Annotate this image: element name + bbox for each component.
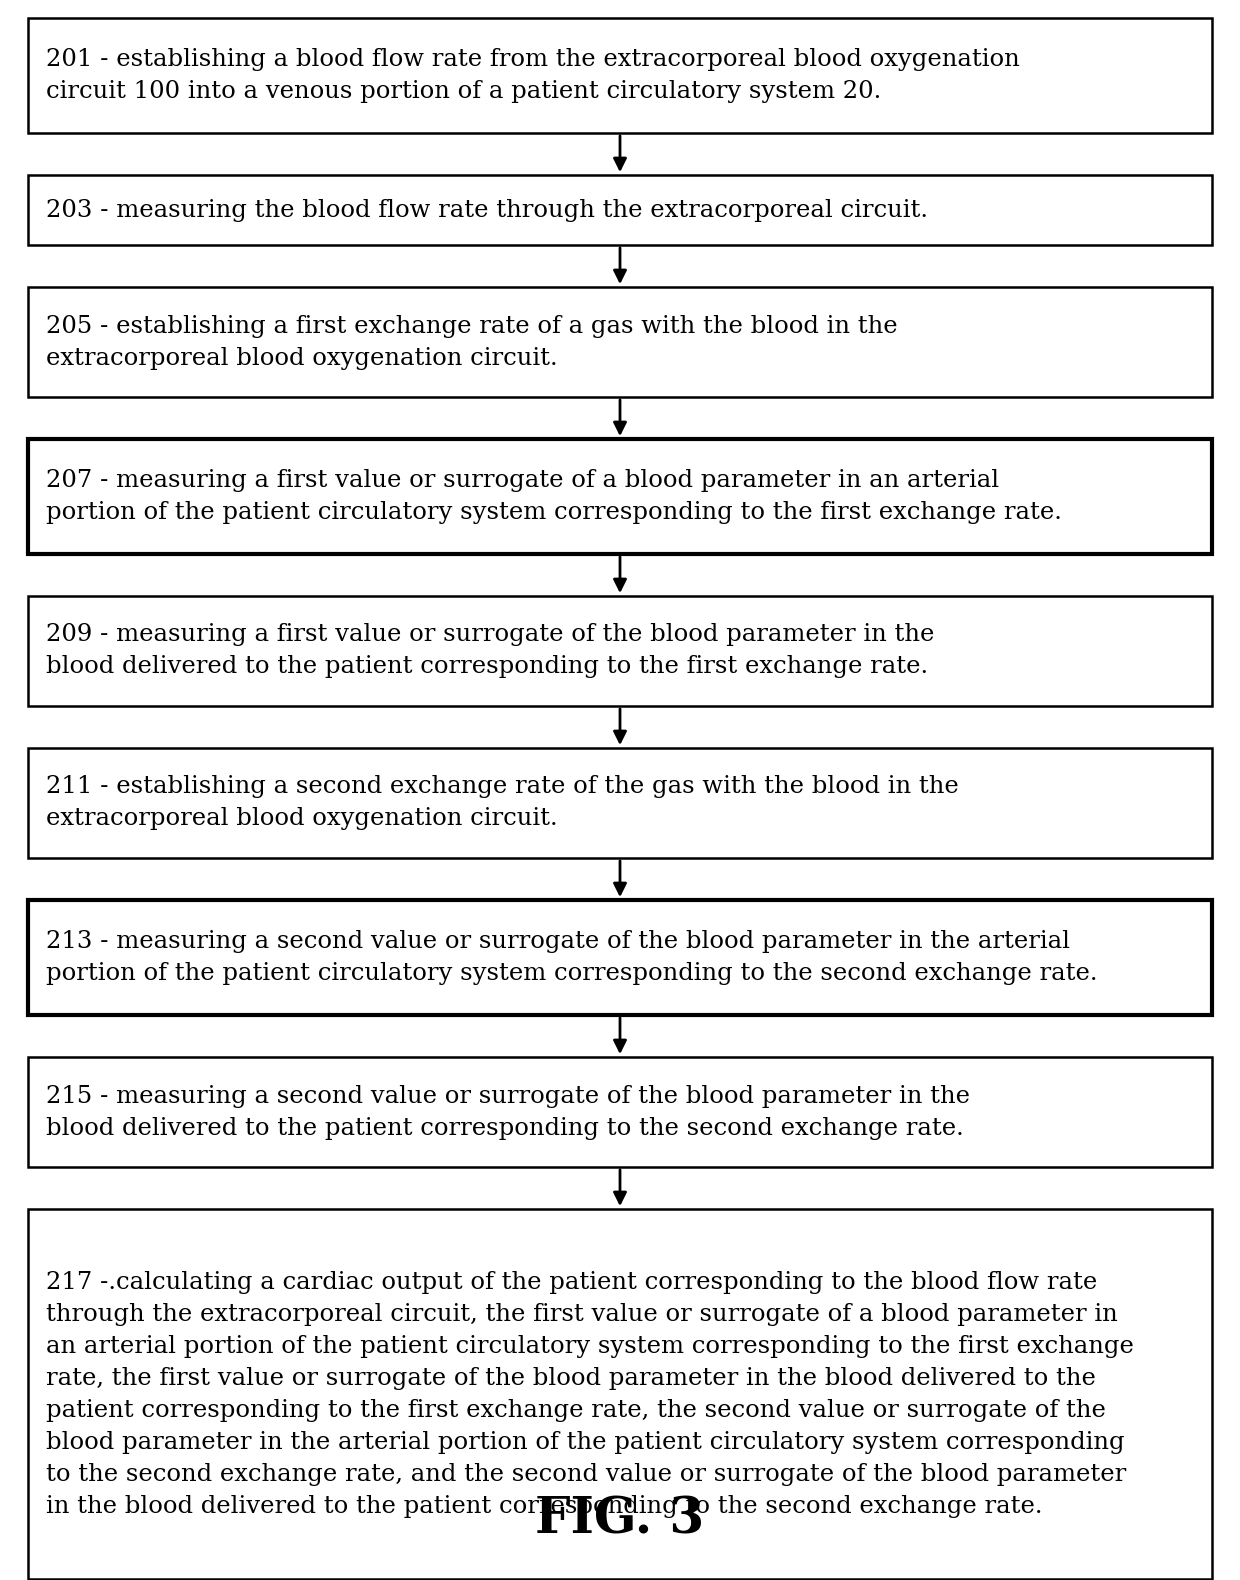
Bar — [29, 288, 1211, 397]
Bar — [29, 1057, 1211, 1168]
Text: 217 -.calculating a cardiac output of the patient corresponding to the blood flo: 217 -.calculating a cardiac output of th… — [46, 1270, 1133, 1517]
Text: FIG. 3: FIG. 3 — [536, 1496, 704, 1545]
Text: 201 - establishing a blood flow rate from the extracorporeal blood oxygenation
c: 201 - establishing a blood flow rate fro… — [46, 47, 1019, 103]
Text: 205 - establishing a first exchange rate of a gas with the blood in the
extracor: 205 - establishing a first exchange rate… — [46, 314, 898, 370]
Text: 203 - measuring the blood flow rate through the extracorporeal circuit.: 203 - measuring the blood flow rate thro… — [46, 199, 928, 221]
Bar — [29, 439, 1211, 555]
Text: 213 - measuring a second value or surrogate of the blood parameter in the arteri: 213 - measuring a second value or surrog… — [46, 931, 1097, 984]
Bar — [29, 1209, 1211, 1578]
Text: 207 - measuring a first value or surrogate of a blood parameter in an arterial
p: 207 - measuring a first value or surroga… — [46, 469, 1061, 525]
Text: 215 - measuring a second value or surrogate of the blood parameter in the
blood : 215 - measuring a second value or surrog… — [46, 1084, 970, 1139]
Bar — [29, 175, 1211, 245]
Bar — [29, 17, 1211, 133]
Text: 211 - establishing a second exchange rate of the gas with the blood in the
extra: 211 - establishing a second exchange rat… — [46, 776, 959, 831]
Bar — [29, 596, 1211, 706]
Bar — [29, 901, 1211, 1014]
Bar — [29, 747, 1211, 858]
Text: 209 - measuring a first value or surrogate of the blood parameter in the
blood d: 209 - measuring a first value or surroga… — [46, 624, 935, 678]
